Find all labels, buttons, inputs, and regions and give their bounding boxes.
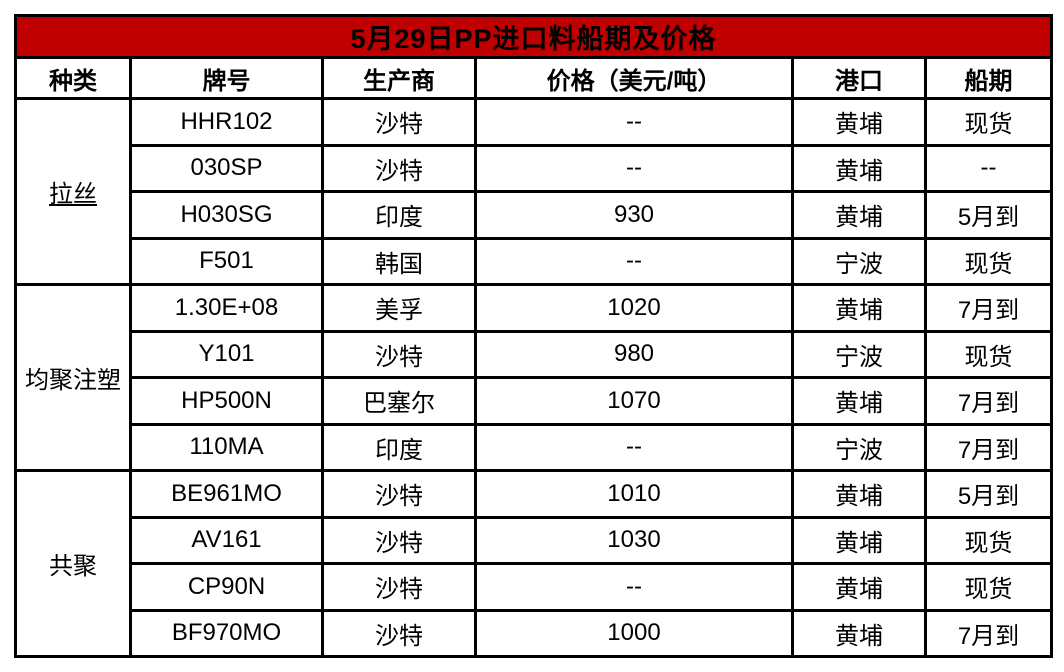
col-header-shipping: 船期 [923, 56, 1054, 100]
cell-port: 黄埔 [791, 515, 927, 565]
cell-price: 930 [474, 190, 794, 240]
col-header-category: 种类 [14, 56, 132, 100]
table-row: 均聚注塑 1.30E+08 美孚 1020 黄埔 7月到 [14, 283, 1054, 472]
cell-grade: HHR102 [129, 97, 324, 147]
table-row: Y101 沙特 980 宁波 现货 [16, 329, 1054, 379]
cell-price: 1000 [474, 608, 794, 658]
title-row: 5月29日PP进口料船期及价格 [13, 14, 1054, 59]
cell-shipping: 7月到 [923, 376, 1054, 426]
table-row: CP90N 沙特 -- 黄埔 现货 [16, 562, 1054, 612]
cell-grade: F501 [129, 236, 324, 286]
cell-price: -- [474, 562, 794, 612]
cell-shipping: 5月到 [923, 469, 1054, 519]
cell-grade: BF970MO [129, 608, 324, 658]
cell-producer: 沙特 [321, 562, 477, 612]
table-row: BF970MO 沙特 1000 黄埔 7月到 [16, 608, 1054, 658]
cell-port: 宁波 [791, 422, 927, 472]
cell-producer: 印度 [321, 190, 477, 240]
cell-shipping: 7月到 [923, 283, 1054, 333]
cell-grade: BE961MO [129, 469, 324, 519]
cell-producer: 沙特 [321, 469, 477, 519]
table-row: AV161 沙特 1030 黄埔 现货 [16, 515, 1054, 565]
cell-grade: 110MA [129, 422, 324, 472]
cell-shipping: 5月到 [923, 190, 1054, 240]
cell-shipping: 现货 [923, 562, 1054, 612]
cell-category: 拉丝 [14, 97, 132, 286]
cell-price: -- [474, 97, 794, 147]
cell-producer: 沙特 [321, 515, 477, 565]
cell-port: 黄埔 [791, 143, 927, 193]
table-row: HP500N 巴塞尔 1070 黄埔 7月到 [16, 376, 1054, 426]
col-header-port: 港口 [791, 56, 927, 100]
cell-grade: 1.30E+08 [129, 283, 324, 333]
pp-import-price-table: 5月29日PP进口料船期及价格 种类 牌号 生产商 价格（美元/吨） 港口 船期… [13, 14, 1054, 658]
cell-port: 黄埔 [791, 97, 927, 147]
cell-port: 宁波 [791, 236, 927, 286]
cell-price: 1030 [474, 515, 794, 565]
cell-producer: 印度 [321, 422, 477, 472]
table-body: 拉丝 HHR102 沙特 -- 黄埔 现货 030SP 沙特 -- 黄埔 -- H030SG 印度 930… [14, 97, 1054, 658]
cell-grade: CP90N [129, 562, 324, 612]
table-row: 110MA 印度 -- 宁波 7月到 [16, 422, 1054, 472]
cell-category: 均聚注塑 [14, 283, 132, 472]
cell-port: 宁波 [791, 329, 927, 379]
cell-grade: 030SP [129, 143, 324, 193]
table-row: F501 韩国 -- 宁波 现货 [16, 236, 1054, 286]
cell-grade: HP500N [129, 376, 324, 426]
cell-price: 1010 [474, 469, 794, 519]
cell-shipping: 现货 [923, 515, 1054, 565]
cell-producer: 沙特 [321, 329, 477, 379]
col-header-price: 价格（美元/吨） [474, 56, 794, 100]
cell-shipping: -- [923, 143, 1054, 193]
cell-grade: AV161 [129, 515, 324, 565]
column-header-row: 种类 牌号 生产商 价格（美元/吨） 港口 船期 [14, 56, 1054, 100]
cell-port: 黄埔 [791, 376, 927, 426]
cell-price: 980 [474, 329, 794, 379]
cell-grade: H030SG [129, 190, 324, 240]
table-row: H030SG 印度 930 黄埔 5月到 [16, 190, 1054, 240]
cell-price: -- [474, 422, 794, 472]
cell-shipping: 现货 [923, 97, 1054, 147]
cell-port: 黄埔 [791, 190, 927, 240]
col-header-producer: 生产商 [321, 56, 477, 100]
cell-producer: 巴塞尔 [321, 376, 477, 426]
cell-grade: Y101 [129, 329, 324, 379]
cell-port: 黄埔 [791, 608, 927, 658]
cell-producer: 韩国 [321, 236, 477, 286]
cell-producer: 美孚 [321, 283, 477, 333]
cell-port: 黄埔 [791, 283, 927, 333]
cell-price: -- [474, 143, 794, 193]
cell-category: 共聚 [14, 469, 132, 658]
cell-price: 1020 [474, 283, 794, 333]
cell-shipping: 现货 [923, 236, 1054, 286]
cell-price: -- [474, 236, 794, 286]
cell-producer: 沙特 [321, 143, 477, 193]
cell-price: 1070 [474, 376, 794, 426]
cell-producer: 沙特 [321, 97, 477, 147]
table-row: 拉丝 HHR102 沙特 -- 黄埔 现货 [14, 97, 1054, 286]
table-title: 5月29日PP进口料船期及价格 [13, 14, 1054, 59]
cell-port: 黄埔 [791, 562, 927, 612]
table-row: 030SP 沙特 -- 黄埔 -- [16, 143, 1054, 193]
cell-shipping: 7月到 [923, 608, 1054, 658]
cell-shipping: 7月到 [923, 422, 1054, 472]
cell-producer: 沙特 [321, 608, 477, 658]
col-header-grade: 牌号 [129, 56, 324, 100]
cell-shipping: 现货 [923, 329, 1054, 379]
table-row: 共聚 BE961MO 沙特 1010 黄埔 5月到 [14, 469, 1054, 658]
cell-port: 黄埔 [791, 469, 927, 519]
